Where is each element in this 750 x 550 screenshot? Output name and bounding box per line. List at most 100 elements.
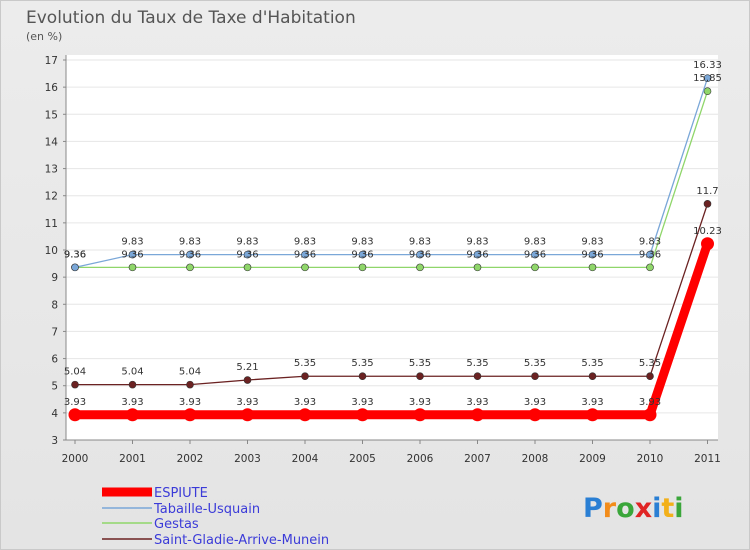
data-point-tabaille-usquain <box>128 250 137 259</box>
x-tick-label: 2005 <box>349 453 376 465</box>
data-label-saint-gladie-arrive-munein: 5.04 <box>121 367 143 378</box>
data-point-gestas <box>473 263 482 272</box>
data-label-gestas: 9.36 <box>581 249 603 260</box>
data-point-espiute <box>413 408 427 422</box>
data-point-tabaille-usquain <box>186 250 194 259</box>
data-point-espiute <box>298 408 312 422</box>
data-label-gestas: 9.36 <box>466 249 488 260</box>
data-label-espiute: 3.93 <box>524 397 546 408</box>
data-point-espiute <box>701 237 714 251</box>
data-point-gestas <box>588 263 597 272</box>
data-label-saint-gladie-arrive-munein: 5.35 <box>466 358 488 369</box>
x-tick-label: 2003 <box>234 453 261 465</box>
data-label-saint-gladie-arrive-munein: 5.35 <box>409 358 431 369</box>
data-label-espiute: 3.93 <box>294 397 316 408</box>
x-tick-label: 2000 <box>62 453 89 465</box>
data-point-saint-gladie-arrive-munein <box>71 380 79 389</box>
data-label-saint-gladie-arrive-munein: 5.35 <box>581 358 603 369</box>
data-point-espiute <box>126 408 139 422</box>
data-point-tabaille-usquain <box>646 250 654 259</box>
data-label-tabaille-usquain: 9.83 <box>121 237 143 248</box>
chart-title: Evolution du Taux de Taxe d'Habitation <box>26 8 356 28</box>
y-tick-label: 4 <box>51 408 58 420</box>
x-tick-label: 2004 <box>292 453 319 465</box>
data-label-tabaille-usquain: 16.33 <box>693 60 722 71</box>
data-point-saint-gladie-arrive-munein <box>473 372 482 381</box>
data-label-gestas: 9.36 <box>64 249 86 260</box>
y-tick-label: 3 <box>51 435 58 447</box>
data-point-tabaille-usquain <box>71 263 79 272</box>
series-line-saint-gladie-arrive-munein <box>74 203 709 386</box>
data-label-espiute: 3.93 <box>351 397 373 408</box>
data-point-espiute <box>528 408 542 422</box>
y-tick-label: 12 <box>45 191 58 203</box>
x-tick-label: 2011 <box>694 453 721 465</box>
data-point-gestas <box>646 263 654 272</box>
data-point-saint-gladie-arrive-munein <box>646 372 654 381</box>
data-point-saint-gladie-arrive-munein <box>416 372 424 381</box>
data-label-gestas: 9.36 <box>236 249 258 260</box>
y-tick-label: 8 <box>51 299 58 311</box>
data-point-espiute <box>241 408 254 422</box>
legend-label-tabaille-usquain: Tabaille-Usquain <box>153 502 260 517</box>
data-label-gestas: 9.36 <box>179 249 201 260</box>
data-point-gestas <box>531 263 539 272</box>
data-label-tabaille-usquain: 9.83 <box>639 237 661 248</box>
data-label-gestas: 15.85 <box>693 73 722 84</box>
data-point-gestas <box>128 263 137 272</box>
data-point-gestas <box>186 263 194 272</box>
data-labels: 5.04 5.04 5.04 5.21 5.35 5.35 5.35 5.35 5.35 5.35… <box>64 60 722 408</box>
data-label-tabaille-usquain: 9.83 <box>581 237 603 248</box>
legend-label-saint-gladie: Saint-Gladie-Arrive-Munein <box>154 533 329 548</box>
data-label-gestas: 9.36 <box>351 249 373 260</box>
data-label-gestas: 9.36 <box>294 249 316 260</box>
data-point-saint-gladie-arrive-munein <box>588 372 597 381</box>
y-tick-label: 7 <box>51 326 58 338</box>
data-label-tabaille-usquain: 9.83 <box>294 237 316 248</box>
data-point-gestas <box>358 263 367 272</box>
data-point-espiute <box>471 408 484 422</box>
axes: 3 4 5 6 7 8 9 10 11 12 13 14 15 16 17 2000 2001 2002 2003 2… <box>45 55 721 465</box>
y-tick-label: 16 <box>45 82 59 94</box>
x-tick-label: 2001 <box>119 453 146 465</box>
data-label-saint-gladie-arrive-munein: 5.04 <box>179 367 201 378</box>
data-point-tabaille-usquain <box>588 250 597 259</box>
data-point-tabaille-usquain <box>416 250 424 259</box>
data-label-espiute: 3.93 <box>236 397 258 408</box>
y-tick-label: 10 <box>45 245 58 257</box>
data-label-tabaille-usquain: 9.83 <box>524 237 546 248</box>
y-tick-label: 13 <box>45 164 58 176</box>
data-point-espiute <box>183 408 197 422</box>
data-label-espiute: 3.93 <box>179 397 201 408</box>
data-label-saint-gladie-arrive-munein: 5.04 <box>64 367 86 378</box>
y-tick-label: 6 <box>51 354 58 366</box>
data-point-gestas <box>301 263 309 272</box>
data-point-saint-gladie-arrive-munein <box>243 376 252 384</box>
data-point-saint-gladie-arrive-munein <box>358 372 367 381</box>
data-label-tabaille-usquain: 9.83 <box>409 237 431 248</box>
x-tick-label: 2008 <box>522 453 549 465</box>
data-label-tabaille-usquain: 9.83 <box>351 237 373 248</box>
data-point-espiute <box>356 408 369 422</box>
data-point-gestas <box>243 263 252 272</box>
data-label-gestas: 9.36 <box>524 249 546 260</box>
data-label-saint-gladie-arrive-munein: 5.35 <box>524 358 546 369</box>
data-point-espiute <box>643 408 657 422</box>
data-label-tabaille-usquain: 9.83 <box>179 237 201 248</box>
data-label-saint-gladie-arrive-munein: 5.21 <box>236 362 258 373</box>
data-label-saint-gladie-arrive-munein: 5.35 <box>639 358 661 369</box>
data-label-tabaille-usquain: 9.83 <box>466 237 488 248</box>
series-line-espiute <box>70 239 712 420</box>
series-group <box>68 74 714 422</box>
data-label-saint-gladie-arrive-munein: 5.35 <box>351 358 373 369</box>
data-point-gestas <box>703 87 712 96</box>
data-point-espiute <box>68 408 82 422</box>
plot-area <box>66 55 718 440</box>
legend-label-espiute: ESPIUTE <box>154 486 208 501</box>
y-tick-label: 15 <box>45 109 58 121</box>
x-tick-label: 2010 <box>637 453 664 465</box>
data-label-saint-gladie-arrive-munein: 11.7 <box>696 186 718 197</box>
data-label-espiute: 3.93 <box>409 397 431 408</box>
data-point-tabaille-usquain <box>531 250 539 259</box>
